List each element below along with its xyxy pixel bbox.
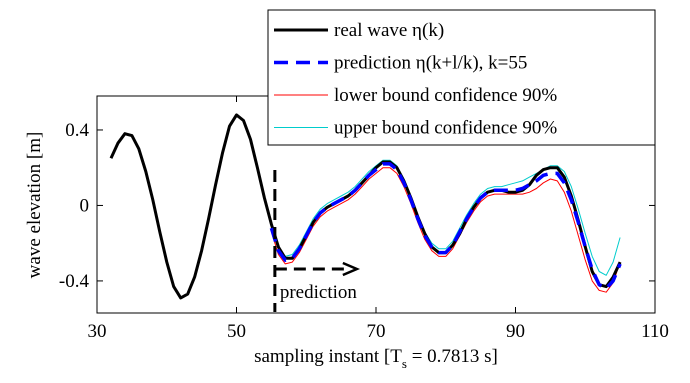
x-axis-label-sub: s: [402, 356, 407, 371]
legend-label: real wave η(k): [334, 20, 444, 41]
series-line: [270, 159, 621, 276]
legend-label: upper bound confidence 90%: [334, 118, 557, 139]
y-tick-label: 0.4: [65, 120, 89, 141]
series-line: [109, 113, 622, 300]
x-tick-label: 110: [641, 321, 669, 342]
y-axis-label: wave elevation [m]: [24, 132, 45, 279]
annotation-text: prediction: [280, 282, 358, 303]
y-tick-label: -0.4: [59, 271, 90, 292]
x-tick-label: 30: [88, 321, 107, 342]
x-axis-label: sampling instant [Ts = 0.7813 s]: [254, 346, 498, 371]
legend-label: prediction η(k+l/k), k=55: [334, 53, 527, 74]
x-axis-label-part: sampling instant [T: [254, 346, 402, 367]
y-tick-label: 0: [80, 195, 90, 216]
legend-label: lower bound confidence 90%: [334, 85, 557, 106]
legend-box: [267, 9, 656, 146]
series-line: [269, 162, 622, 291]
series-line: [270, 167, 621, 293]
annotation-arrowhead: [342, 261, 361, 277]
x-axis-label-part: = 0.7813 s]: [407, 346, 498, 367]
x-tick-label: 70: [367, 321, 386, 342]
x-tick-label: 50: [227, 321, 246, 342]
x-tick-label: 90: [506, 321, 525, 342]
